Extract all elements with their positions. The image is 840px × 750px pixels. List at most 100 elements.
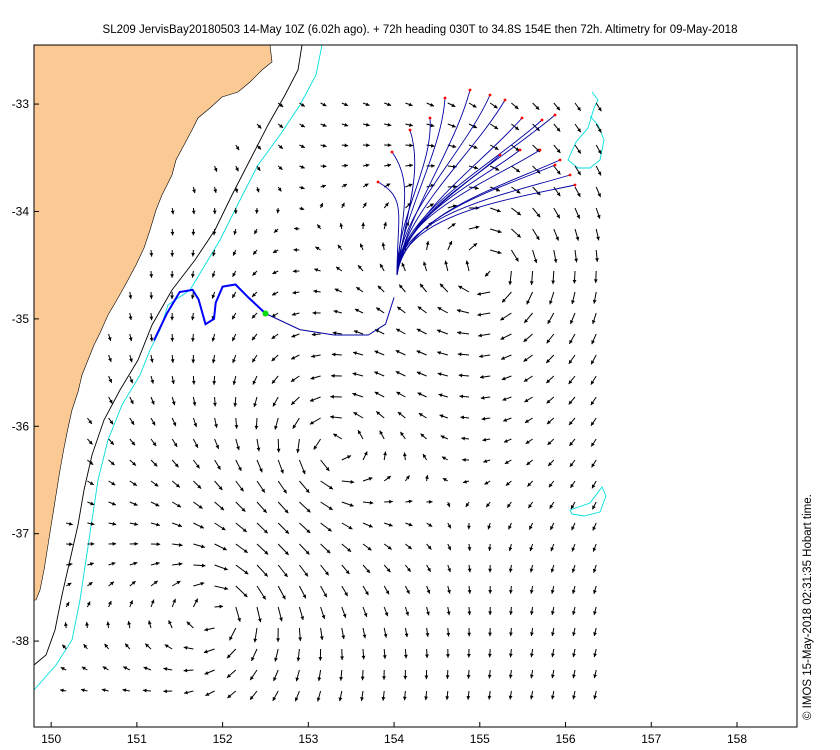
current-arrowhead <box>420 433 425 438</box>
current-arrowhead <box>191 359 196 364</box>
current-arrowhead <box>365 163 370 168</box>
current-arrowhead <box>67 582 72 587</box>
current-arrowhead <box>524 398 529 403</box>
current-arrowhead <box>150 599 155 604</box>
current-arrowhead <box>395 350 400 354</box>
current-arrowhead <box>194 443 199 448</box>
current-arrowhead <box>590 421 595 426</box>
forecast-track <box>377 181 400 276</box>
current-arrowhead <box>108 600 112 605</box>
current-arrowhead <box>359 243 364 248</box>
forecast-track <box>396 119 543 276</box>
current-arrowhead <box>306 508 311 513</box>
current-arrowhead <box>331 352 336 357</box>
current-arrowhead <box>338 697 343 702</box>
current-arrowhead <box>170 295 175 300</box>
current-arrowhead <box>467 547 472 551</box>
current-arrowhead <box>273 677 277 682</box>
current-arrowhead <box>340 656 344 660</box>
current-arrowhead <box>481 416 486 421</box>
current-arrowhead <box>466 653 471 658</box>
current-arrowhead <box>251 336 256 341</box>
current-arrowhead <box>482 437 487 442</box>
current-arrowhead <box>593 695 597 700</box>
current-arrowhead <box>572 695 576 700</box>
current-arrowhead <box>577 149 581 154</box>
current-arrowhead <box>153 462 158 467</box>
current-arrowhead <box>155 502 160 507</box>
current-arrowhead <box>361 222 366 227</box>
current-arrowhead <box>191 337 195 342</box>
current-arrowhead <box>458 285 463 290</box>
current-arrowhead <box>125 643 129 648</box>
current-arrowhead <box>546 379 551 384</box>
current-arrowhead <box>325 467 330 471</box>
current-arrowhead <box>252 293 256 297</box>
current-arrowhead <box>574 258 579 263</box>
current-arrowhead <box>488 632 492 637</box>
current-arrowhead <box>446 632 451 637</box>
current-arrowhead <box>466 695 471 700</box>
current-arrowhead <box>488 611 493 615</box>
current-arrowhead <box>134 522 139 526</box>
current-arrowhead <box>516 211 521 216</box>
current-arrowhead <box>422 261 427 266</box>
current-arrowhead <box>446 503 451 508</box>
current-arrowhead <box>263 572 268 577</box>
current-arrowhead <box>152 442 157 447</box>
current-arrowhead <box>339 676 344 681</box>
current-arrowhead <box>367 546 372 551</box>
current-arrowhead <box>436 329 441 334</box>
y-tick-label: -36 <box>12 419 30 433</box>
current-arrowhead <box>130 420 135 425</box>
current-arrowhead <box>128 337 133 342</box>
current-arrowhead <box>465 503 470 507</box>
current-arrowhead <box>339 223 344 227</box>
y-tick-label: -33 <box>12 97 30 111</box>
current-arrowhead <box>570 483 574 488</box>
current-arrowhead <box>278 166 283 170</box>
current-arrowhead <box>387 545 392 550</box>
current-arrowhead <box>149 252 154 257</box>
current-arrowhead <box>473 243 478 247</box>
current-arrowhead <box>232 251 237 256</box>
current-arrowhead <box>332 331 337 336</box>
current-arrowhead <box>428 499 433 504</box>
current-arrowhead <box>550 547 555 552</box>
current-arrowhead <box>149 274 154 278</box>
current-arrowhead <box>383 633 388 638</box>
current-arrowhead <box>386 568 391 573</box>
current-arrowhead <box>504 460 509 464</box>
current-arrowhead <box>508 525 512 530</box>
current-arrowhead <box>572 674 576 679</box>
current-arrowhead <box>569 462 574 467</box>
current-arrowhead <box>264 550 269 555</box>
current-arrowhead <box>344 143 349 148</box>
current-arrowhead <box>153 580 158 585</box>
current-arrowhead <box>89 461 94 465</box>
current-arrowhead <box>300 165 305 169</box>
current-arrowhead <box>364 183 369 188</box>
current-arrowhead <box>252 271 257 276</box>
current-arrowhead <box>592 505 596 510</box>
current-arrowhead <box>417 392 422 396</box>
current-arrowhead <box>170 210 175 215</box>
current-arrowhead <box>131 441 136 446</box>
current-arrowhead <box>556 192 561 197</box>
current-arrowhead <box>461 436 465 441</box>
current-arrowhead <box>417 306 422 311</box>
forecast-endpoint <box>376 180 380 184</box>
current-arrowhead <box>405 475 410 480</box>
current-arrowhead <box>425 633 430 637</box>
x-tick-label: 155 <box>470 732 490 746</box>
current-arrowhead <box>242 528 247 532</box>
current-arrowhead <box>577 106 581 111</box>
current-arrowhead <box>568 380 573 385</box>
current-arrowhead <box>494 125 499 129</box>
current-arrowhead <box>337 244 342 249</box>
current-arrowhead <box>596 236 600 241</box>
current-arrowhead <box>276 448 281 453</box>
current-arrowhead <box>479 354 483 359</box>
current-arrowhead <box>292 424 297 429</box>
current-arrowhead <box>232 293 236 298</box>
